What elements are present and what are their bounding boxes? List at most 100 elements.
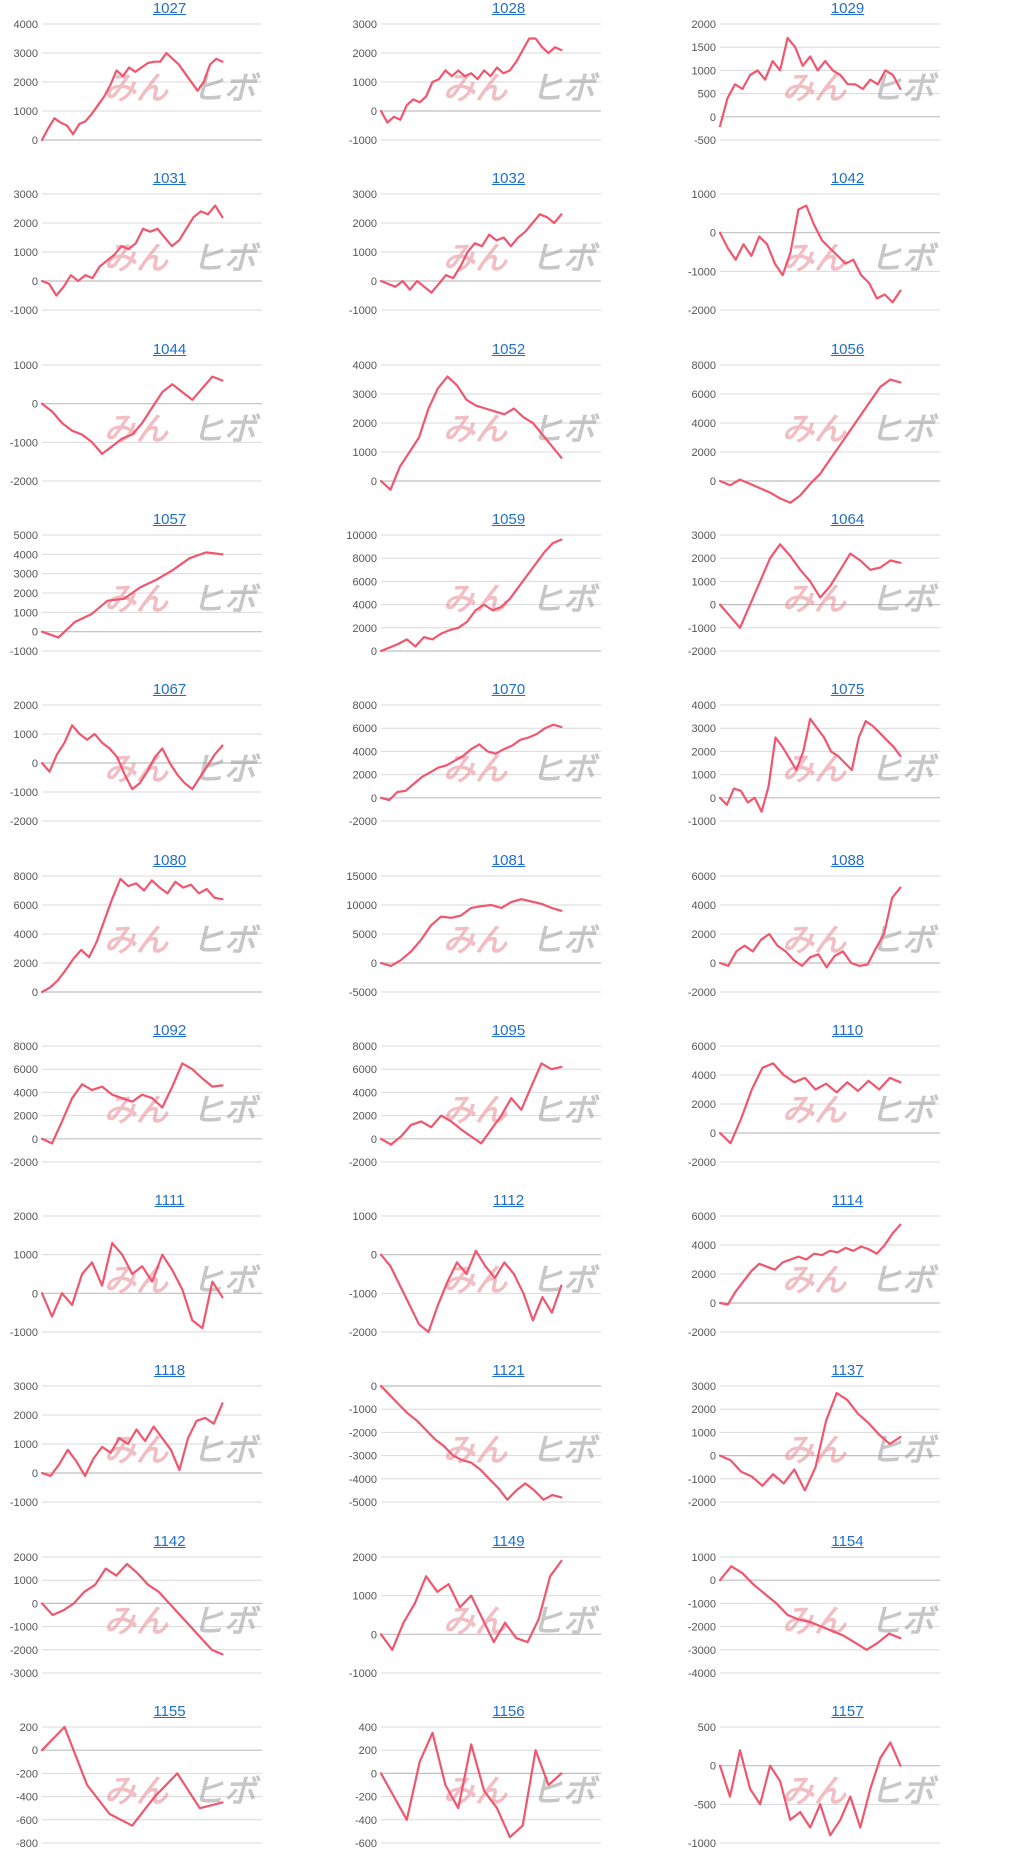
chart-title-link[interactable]: 1155: [153, 1703, 186, 1720]
chart-title-link[interactable]: 1028: [491, 0, 526, 17]
watermark-text: みん: [443, 1261, 508, 1299]
chart-title-link[interactable]: 1057: [152, 510, 187, 528]
chart-title-link[interactable]: 1112: [492, 1192, 525, 1210]
chart-title-link[interactable]: 1092: [152, 1021, 187, 1039]
y-tick-label: -1000: [10, 787, 38, 799]
chart-title-link[interactable]: 1075: [830, 681, 865, 699]
y-tick-label: 3000: [14, 189, 38, 201]
chart-panel: 1110 -2000 0 2000 4000 6000 みん ヒボ: [678, 1022, 1017, 1192]
y-tick-label: 3000: [692, 530, 716, 542]
y-tick-label: 3000: [14, 569, 38, 581]
y-tick-label: 2000: [14, 588, 38, 600]
chart-title-link[interactable]: 1118: [153, 1362, 186, 1380]
y-tick-label: -200: [355, 1792, 377, 1804]
chart-title-link[interactable]: 1142: [153, 1532, 186, 1550]
chart-panel: 1121 -5000 -4000 -3000 -2000 -1000 0 みん ヒボ: [339, 1362, 678, 1532]
chart-title-link[interactable]: 1081: [491, 851, 526, 869]
watermark: みん ヒボ: [782, 410, 939, 448]
y-tick-label: 0: [371, 646, 377, 658]
chart-panel: 1111 -1000 0 1000 2000 みん ヒボ: [0, 1192, 339, 1362]
chart-panel: 1064 -2000 -1000 0 1000 2000 3000 みん ヒボ: [678, 511, 1017, 681]
y-tick-label: 3000: [14, 1381, 38, 1393]
y-tick-label: 2000: [14, 700, 38, 712]
chart-title-link[interactable]: 1095: [491, 1021, 526, 1039]
y-tick-label: 0: [371, 793, 377, 805]
y-tick-label: -400: [355, 1815, 377, 1827]
watermark-text: みん: [443, 239, 508, 277]
y-tick-label: 6000: [14, 1064, 38, 1076]
watermark-text: ヒボ: [192, 239, 261, 277]
y-tick-label: 2000: [692, 1269, 716, 1281]
y-tick-label: 8000: [353, 553, 377, 565]
y-tick-label: 0: [710, 1128, 716, 1140]
chart-svg: -2000 -1000 0 1000 2000 3000 みん ヒボ: [688, 1381, 940, 1509]
chart-title-link[interactable]: 1088: [830, 851, 865, 869]
y-tick-label: 1000: [692, 65, 716, 77]
chart-panel: 1154 -4000 -3000 -2000 -1000 0 1000 みん ヒボ: [678, 1533, 1017, 1703]
chart-title-link[interactable]: 1149: [492, 1532, 525, 1550]
y-tick-label: 0: [710, 599, 716, 611]
y-tick-label: 0: [710, 1451, 716, 1463]
y-tick-label: -3000: [688, 1644, 716, 1656]
y-tick-label: 1000: [14, 729, 38, 741]
y-tick-label: -1000: [349, 1405, 377, 1417]
y-tick-label: 0: [32, 987, 38, 999]
y-tick-label: 2000: [353, 770, 377, 782]
y-tick-label: 0: [32, 627, 38, 639]
watermark-text: ヒボ: [870, 1772, 939, 1810]
y-tick-label: 0: [371, 1381, 377, 1393]
chart-title-link[interactable]: 1031: [152, 170, 187, 188]
y-tick-label: 1000: [14, 247, 38, 259]
chart-panel: 1067 -2000 -1000 0 1000 2000 みん ヒボ: [0, 681, 339, 851]
chart-title-link[interactable]: 1137: [831, 1362, 864, 1380]
chart-title-link[interactable]: 1029: [830, 0, 865, 17]
chart-title-link[interactable]: 1064: [830, 510, 865, 528]
y-tick-label: 500: [698, 1722, 716, 1734]
chart-title-link[interactable]: 1110: [831, 1021, 864, 1039]
watermark-text: みん: [443, 1772, 508, 1810]
y-tick-label: 0: [710, 1575, 716, 1587]
chart-title-link[interactable]: 1027: [152, 0, 187, 17]
chart-title-link[interactable]: 1052: [491, 340, 526, 358]
y-tick-label: 1000: [692, 576, 716, 588]
chart-title-link[interactable]: 1070: [491, 681, 526, 699]
watermark: みん ヒボ: [104, 1261, 261, 1299]
watermark-text: みん: [104, 1772, 169, 1810]
chart-title-link[interactable]: 1154: [831, 1532, 864, 1550]
y-tick-label: 3000: [14, 48, 38, 60]
chart-title-link[interactable]: 1056: [830, 340, 865, 358]
y-tick-label: 1500: [692, 42, 716, 54]
watermark: みん ヒボ: [104, 1431, 261, 1469]
y-tick-label: -2000: [688, 1157, 716, 1169]
watermark: みん ヒボ: [104, 69, 261, 107]
chart-title-link[interactable]: 1114: [831, 1192, 864, 1210]
watermark-text: ヒボ: [870, 410, 939, 448]
chart-title-link[interactable]: 1080: [152, 851, 187, 869]
y-tick-label: 0: [371, 1768, 377, 1780]
chart-title-link[interactable]: 1156: [492, 1703, 525, 1720]
chart-title-link[interactable]: 1032: [491, 170, 526, 188]
y-tick-label: 2000: [353, 418, 377, 430]
chart-title-link[interactable]: 1067: [152, 681, 187, 699]
chart-title-link[interactable]: 1042: [830, 170, 865, 188]
chart-title-link[interactable]: 1121: [492, 1362, 525, 1380]
watermark-text: みん: [104, 1602, 169, 1640]
y-tick-label: 4000: [353, 360, 377, 372]
chart-svg: -1000 0 1000 2000 3000 みん ヒボ: [349, 189, 601, 317]
y-tick-label: -800: [16, 1838, 38, 1850]
watermark-text: みん: [782, 1091, 847, 1129]
y-tick-label: 1000: [692, 1428, 716, 1440]
y-tick-label: 2000: [14, 958, 38, 970]
y-tick-label: -2000: [688, 1497, 716, 1509]
chart-title-link[interactable]: 1059: [491, 510, 526, 528]
watermark-text: ヒボ: [870, 1091, 939, 1129]
chart-title-link[interactable]: 1044: [152, 340, 187, 358]
chart-title-link[interactable]: 1157: [831, 1703, 864, 1720]
y-tick-label: 2000: [14, 1552, 38, 1564]
y-tick-label: 3000: [353, 389, 377, 401]
chart-panel: 1157 -1000 -500 0 500 みん ヒボ: [678, 1703, 1017, 1873]
y-tick-label: 0: [710, 112, 716, 124]
chart-panel: 1042 -2000 -1000 0 1000 みん ヒボ: [678, 170, 1017, 340]
chart-title-link[interactable]: 1111: [154, 1192, 185, 1210]
